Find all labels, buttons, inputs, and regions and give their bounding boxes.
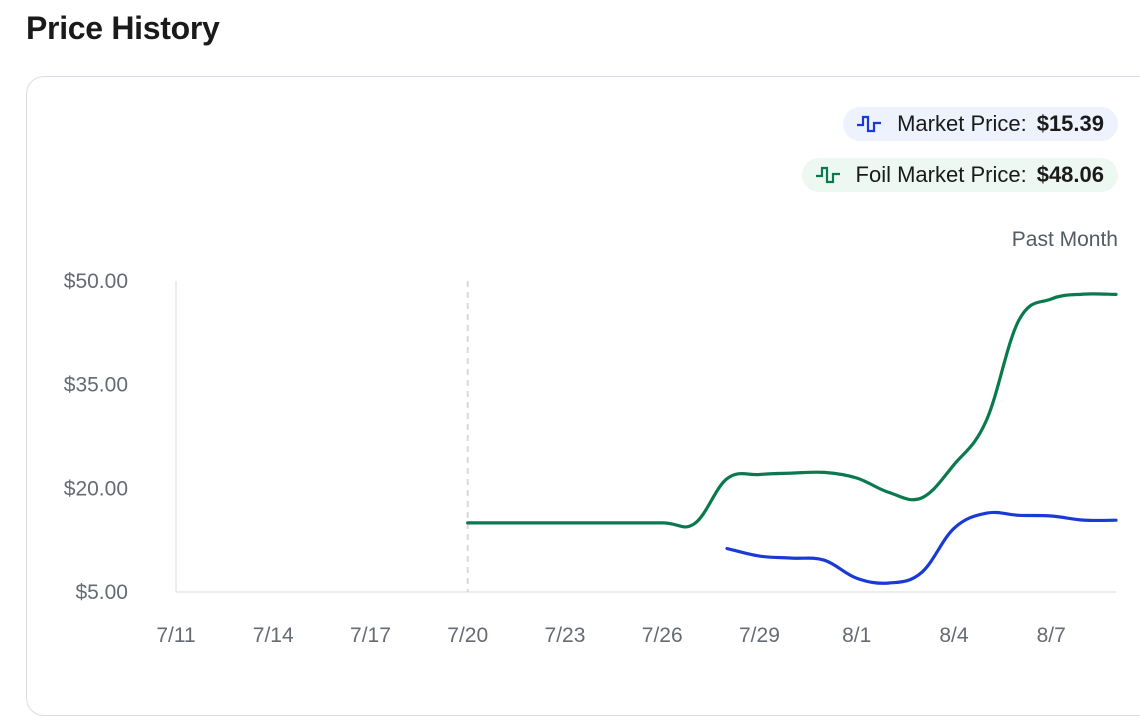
legend-market-price[interactable]: Market Price: $15.39 (843, 107, 1118, 141)
legend-market-value: $15.39 (1036, 111, 1104, 136)
step-line-icon (815, 166, 840, 184)
x-tick-label: 8/7 (1037, 624, 1066, 647)
x-tick-label: 7/23 (545, 624, 586, 647)
x-tick-label: 7/29 (739, 624, 780, 647)
y-tick-label: $5.00 (75, 581, 128, 604)
step-line-icon (857, 115, 882, 133)
series-line-foil-market-price (466, 292, 1118, 529)
legend-foil-value: $48.06 (1036, 162, 1104, 187)
page-title: Price History (26, 10, 220, 46)
x-tick-label: 7/26 (642, 624, 683, 647)
legend-foil-label: Foil Market Price: (855, 162, 1027, 187)
y-tick-label: $50.00 (64, 270, 128, 293)
y-tick-label: $20.00 (64, 477, 128, 500)
legend-market-label: Market Price: (897, 111, 1027, 136)
y-tick-label: $35.00 (64, 374, 128, 397)
x-tick-label: 8/4 (939, 624, 969, 647)
price-chart: $5.00 $20.00 $35.00 $50.00 7/11 7/14 7/17 7/20 7… (64, 270, 1118, 647)
x-tick-label: 7/11 (156, 624, 195, 647)
x-tick-label: 7/20 (447, 624, 488, 647)
x-tick-label: 8/1 (842, 624, 871, 647)
legend-foil-market-price[interactable]: Foil Market Price: $48.06 (801, 158, 1118, 192)
x-tick-label: 7/17 (350, 624, 391, 647)
series-line-market-price (725, 510, 1118, 585)
time-range-label[interactable]: Past Month (1011, 228, 1118, 251)
x-tick-label: 7/14 (253, 624, 294, 647)
